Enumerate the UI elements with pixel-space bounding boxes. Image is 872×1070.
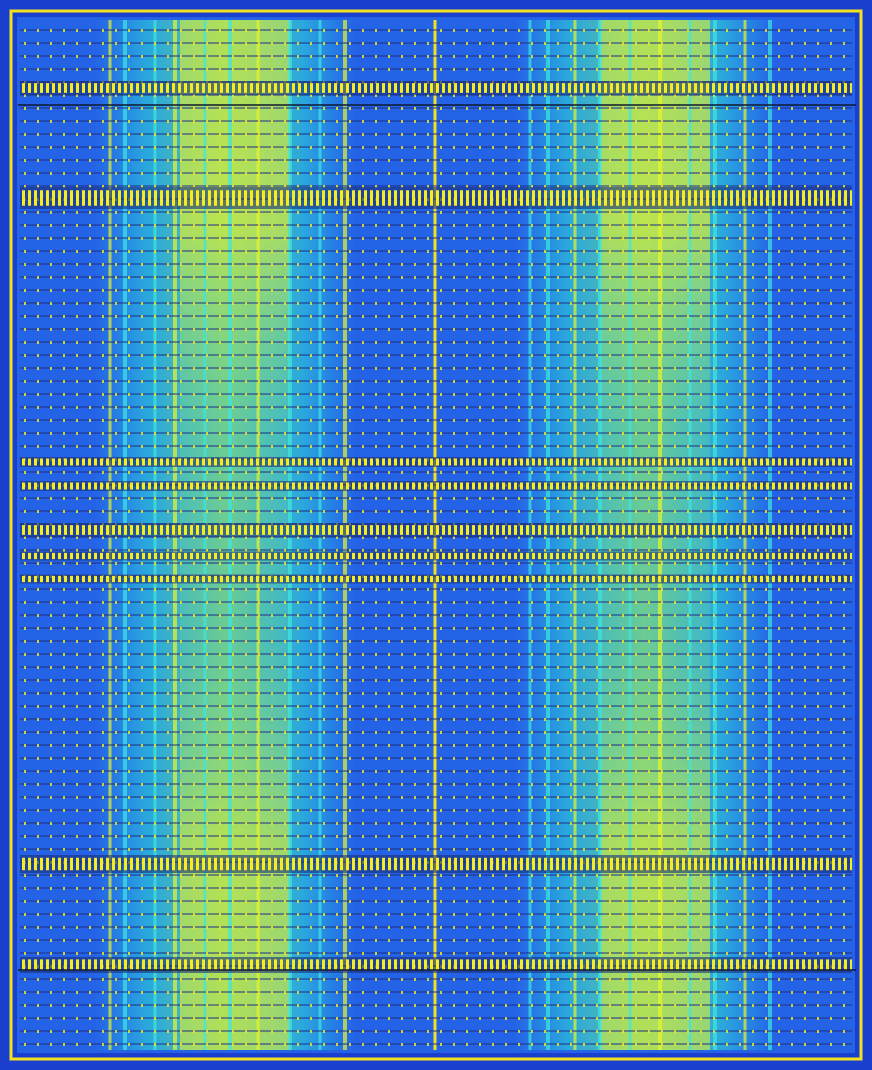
grid-layers — [18, 20, 856, 1050]
die-border — [9, 9, 863, 1061]
